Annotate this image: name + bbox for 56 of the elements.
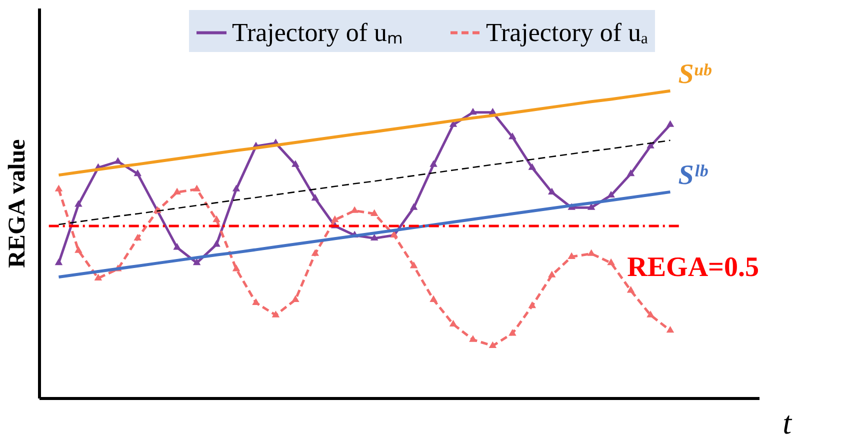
point — [311, 194, 320, 201]
series-label: Sˡᵇ — [678, 160, 709, 191]
point — [587, 203, 596, 210]
point — [134, 234, 142, 241]
point — [508, 132, 516, 140]
point — [232, 184, 240, 192]
point — [114, 157, 122, 164]
point — [488, 341, 497, 348]
point — [607, 258, 615, 266]
point — [607, 190, 615, 198]
point — [311, 249, 320, 256]
point — [469, 335, 477, 342]
point — [449, 320, 458, 327]
point — [666, 120, 674, 127]
point — [508, 329, 516, 336]
point — [626, 286, 635, 293]
annotation: REGA=0.5 — [627, 252, 759, 284]
point — [666, 326, 674, 333]
point — [528, 301, 536, 308]
point — [469, 108, 477, 115]
point — [292, 160, 300, 167]
y-axis-title: REGA value — [4, 138, 30, 268]
point — [370, 209, 378, 216]
series-label: Sᵘᵇ — [678, 58, 712, 90]
point — [410, 203, 418, 210]
point — [410, 261, 418, 268]
point — [568, 252, 576, 259]
point — [370, 234, 378, 241]
point — [212, 215, 220, 222]
point — [212, 240, 220, 247]
point — [74, 200, 82, 207]
point — [331, 215, 339, 222]
point — [54, 184, 63, 192]
point — [646, 142, 654, 148]
point — [646, 310, 654, 318]
point — [173, 188, 181, 194]
point — [192, 184, 201, 192]
point — [528, 163, 536, 170]
point — [94, 274, 102, 280]
point — [232, 264, 240, 272]
point — [626, 169, 635, 176]
point — [430, 160, 438, 167]
legend-label: Trajectory of uₘ — [232, 18, 404, 47]
point — [173, 243, 181, 250]
point — [430, 295, 438, 302]
x-axis-title: t — [782, 404, 793, 440]
point — [134, 169, 142, 176]
point — [252, 298, 260, 306]
point — [54, 258, 63, 266]
point — [272, 310, 280, 318]
legend-label: Trajectory of uₐ — [486, 18, 648, 47]
point — [548, 188, 556, 194]
point — [74, 246, 82, 253]
point — [292, 295, 300, 302]
point — [192, 258, 201, 266]
point — [548, 270, 556, 278]
